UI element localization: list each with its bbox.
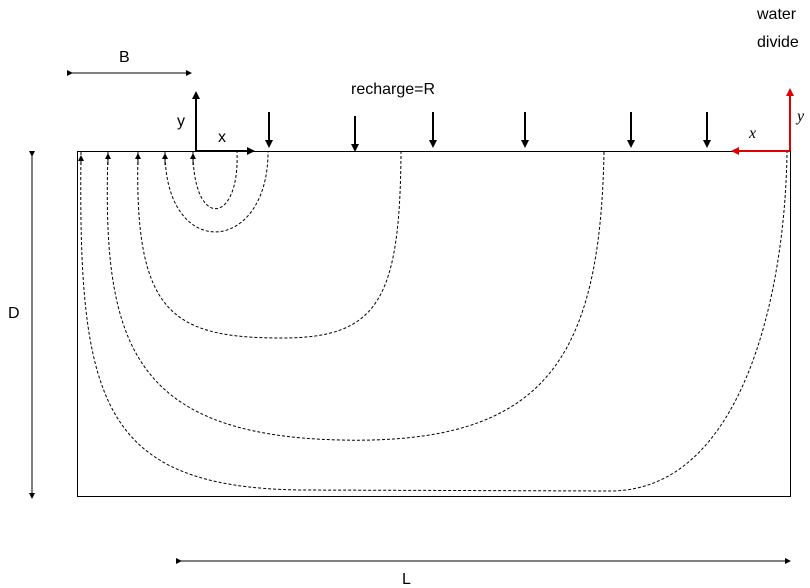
left-axis-y-label: y bbox=[177, 113, 185, 130]
water-divide-label-line1: water bbox=[756, 6, 797, 23]
b-label: B bbox=[119, 49, 130, 66]
water-divide-label-line2: divide bbox=[757, 34, 799, 51]
d-label: D bbox=[8, 305, 20, 322]
recharge-arrows bbox=[265, 112, 711, 152]
flow-line-1 bbox=[192, 151, 238, 209]
right-axes bbox=[731, 88, 794, 155]
flow-line-5 bbox=[80, 151, 788, 492]
flow-line-4 bbox=[106, 151, 605, 441]
right-axis-x-label: x bbox=[748, 125, 756, 142]
left-axes bbox=[192, 91, 255, 155]
left-axis-x-label: x bbox=[218, 129, 226, 146]
l-label: L bbox=[402, 571, 411, 588]
aquifer-boundary bbox=[77, 151, 791, 497]
flow-line-3 bbox=[137, 151, 402, 339]
recharge-label: recharge=R bbox=[351, 81, 435, 98]
flow-line-2 bbox=[164, 151, 269, 233]
flow-lines bbox=[80, 151, 788, 492]
discharge-arrows bbox=[78, 153, 196, 165]
right-axis-y-label: y bbox=[795, 108, 805, 125]
